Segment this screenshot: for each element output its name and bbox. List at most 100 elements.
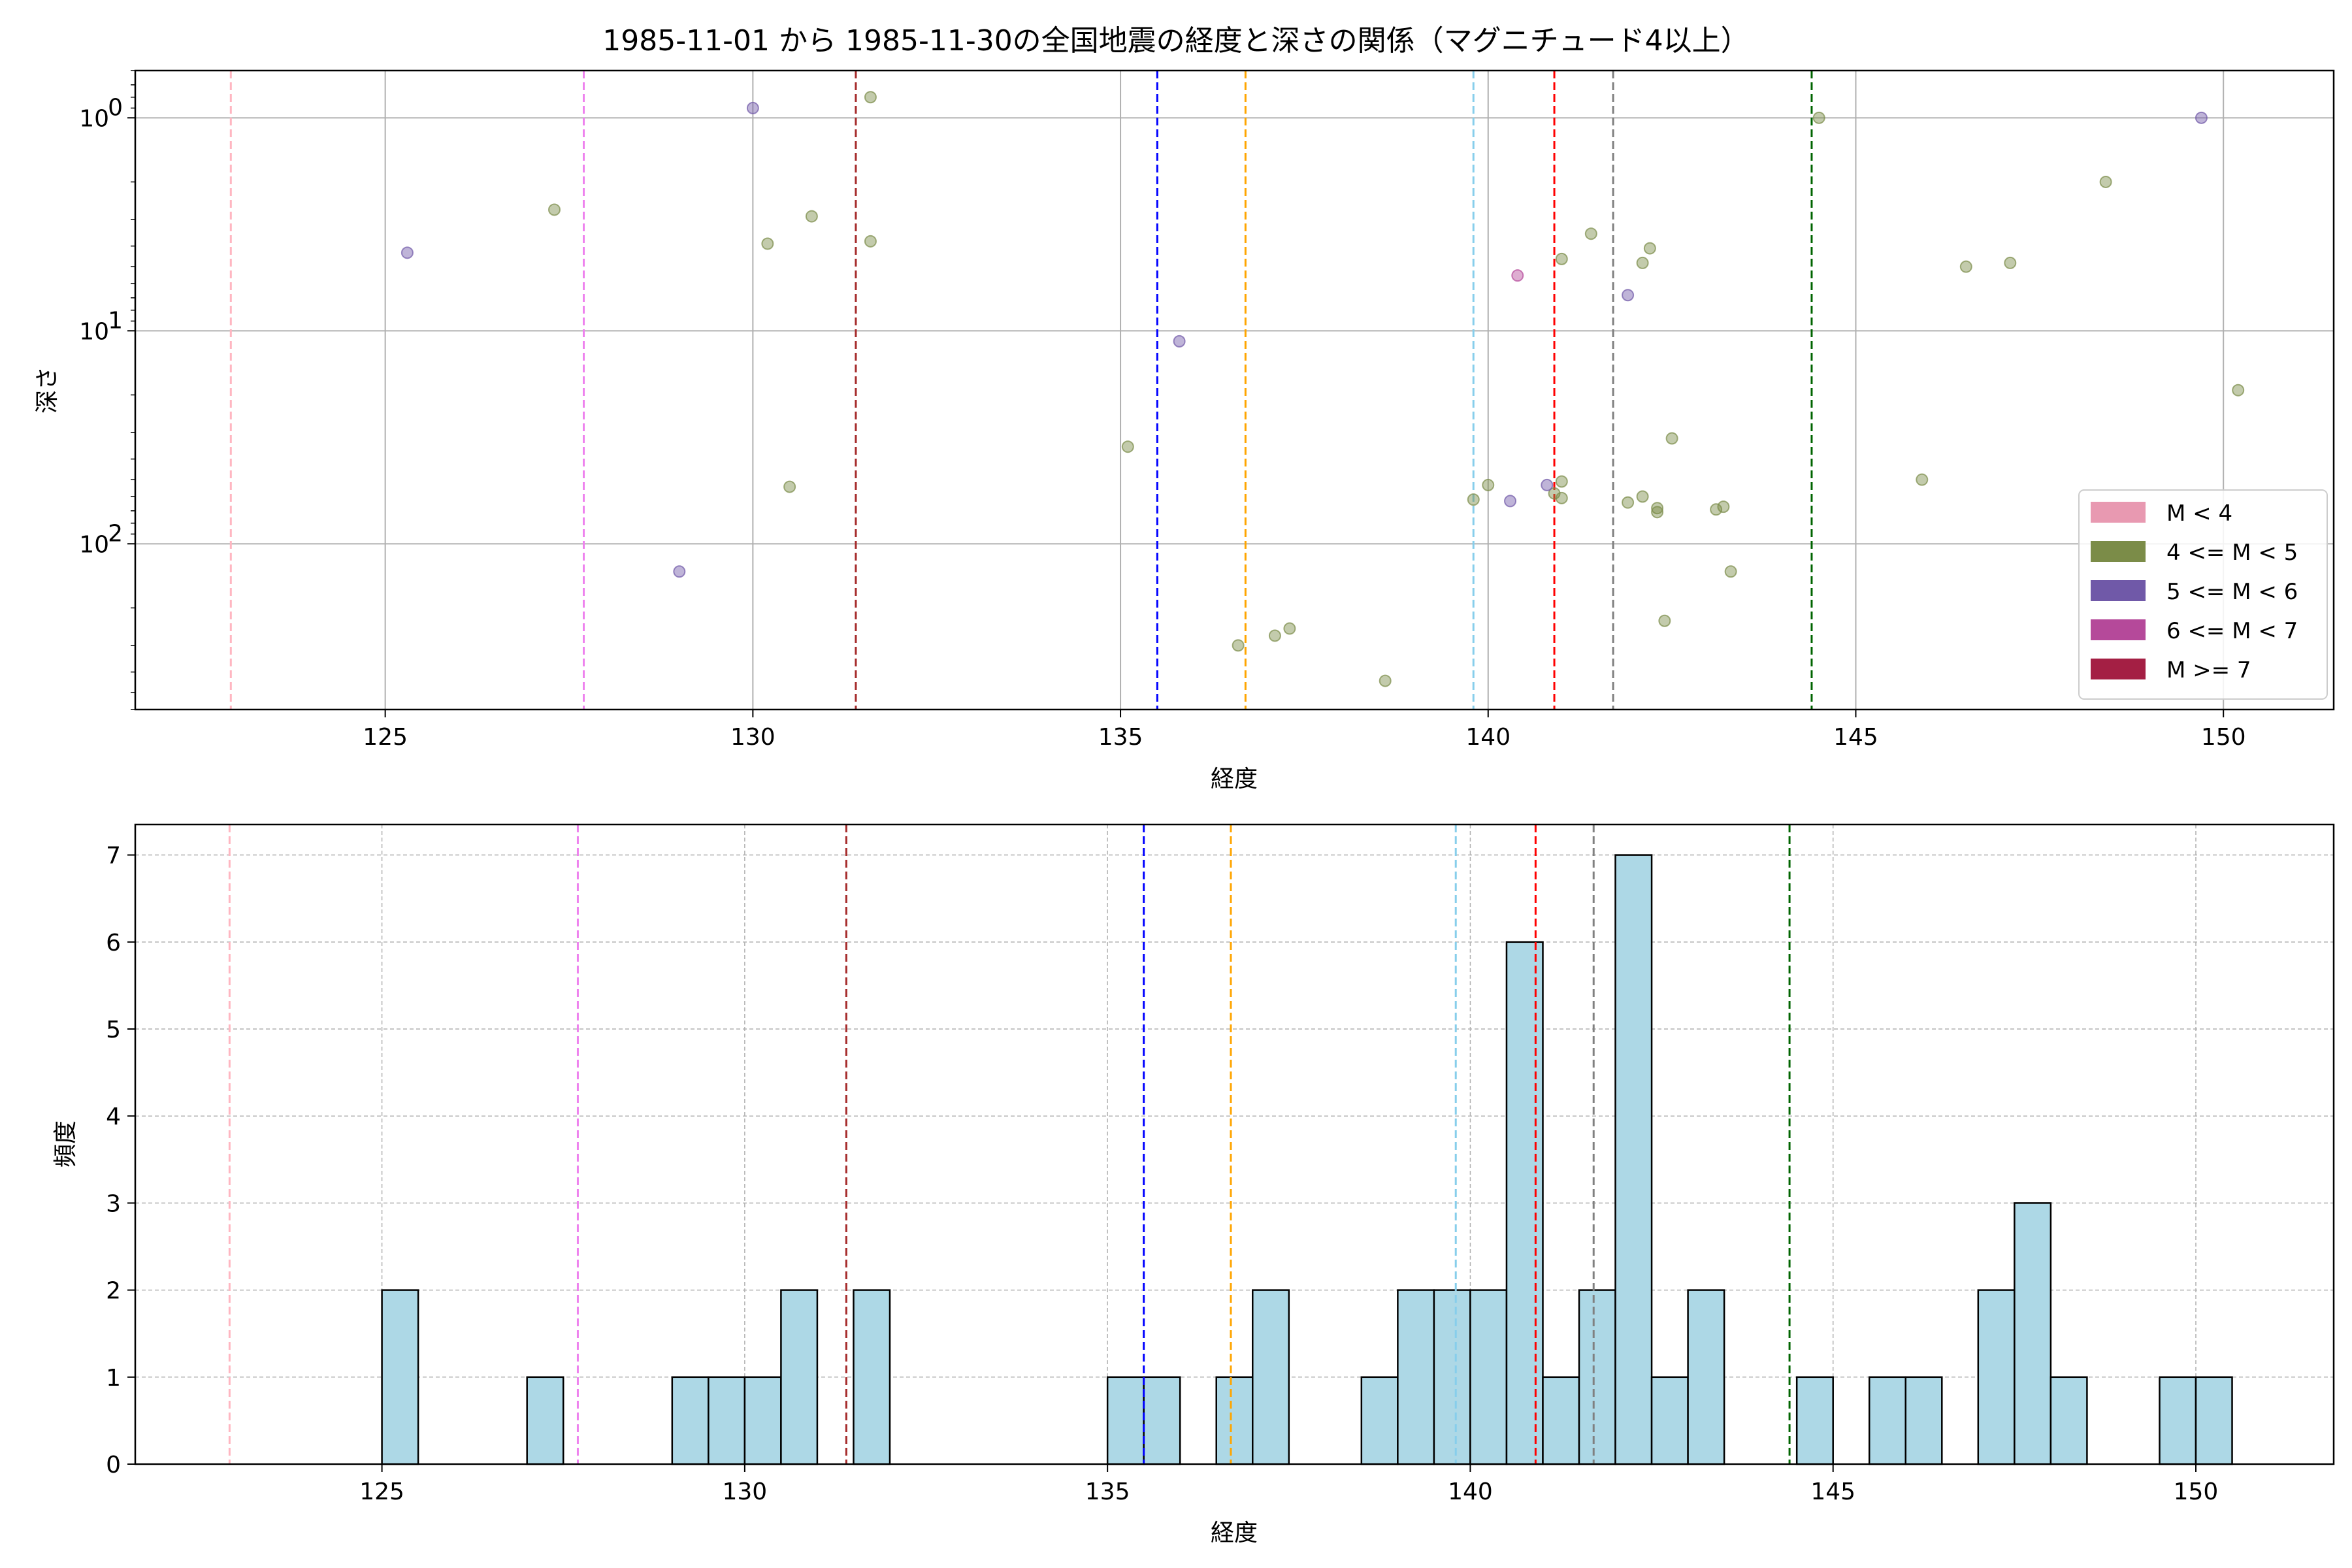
histogram-bar [1469,1289,1508,1465]
histogram-bar [1360,1376,1399,1465]
scatter-x-tick-label: 125 [363,724,408,751]
histogram-x-tick-label: 125 [359,1478,404,1505]
chart-title: 1985-11-01 から 1985-11-30の全国地震の経度と深さの関係（マ… [602,24,1749,57]
histogram-y-tick-label: 1 [106,1365,121,1392]
histogram-bar [1977,1289,2016,1465]
histogram-y-tick-label: 5 [106,1017,121,1043]
scatter-point [746,101,759,114]
scatter-panel: 1985-11-01 から 1985-11-30の全国地震の経度と深さの関係（マ… [34,24,2335,792]
histogram-bar [1614,854,1653,1465]
scatter-point [1812,111,1825,124]
histogram-bar [1252,1289,1290,1465]
histogram-bar [1106,1376,1145,1465]
histogram-x-tick-label: 140 [1448,1478,1493,1505]
scatter-y-tick-exponent: 2 [108,520,123,547]
histogram-y-tick-label: 2 [106,1278,121,1305]
scatter-grid [135,71,2334,710]
scatter-point [864,91,877,104]
scatter-point [1717,500,1730,514]
scatter-point [2004,256,2017,269]
legend: M < 4 4 <= M < 5 5 <= M < 6 6 <= M < 7 M >= … [2078,489,2328,700]
histogram-reference-lines [228,825,1791,1464]
histogram-bar [1397,1289,1435,1465]
legend-label: 5 <= M < 6 [2166,579,2298,605]
histogram-bar [1215,1376,1254,1465]
scatter-point [1584,227,1597,240]
scatter-point [1724,565,1737,578]
histogram-bar [1868,1376,1907,1465]
scatter-point [864,235,877,248]
histogram-y-tick-label: 0 [106,1452,121,1478]
histogram-x-tick-label: 135 [1085,1478,1130,1505]
histogram-y-tick-label: 7 [106,843,121,870]
histogram-y-ticks: 0 1 2 3 4 5 6 7 [106,843,135,1478]
legend-label: 6 <= M < 7 [2166,618,2298,644]
histogram-bar [2050,1376,2088,1465]
legend-label: M >= 7 [2166,657,2251,683]
histogram-bar [1650,1376,1689,1465]
scatter-point [673,565,686,578]
scatter-point [1622,289,1635,302]
scatter-point [400,246,414,259]
histogram-panel: 125 130 135 140 145 150 0 1 2 3 4 5 6 7 経度 頻度 [52,823,2335,1546]
scatter-point [1232,639,1245,652]
scatter-point [2099,175,2112,188]
scatter-point [783,480,796,493]
histogram-bar [526,1376,564,1465]
scatter-point [1555,252,1568,265]
scatter-point [1268,629,1281,642]
scatter-y-tick-label: 10 [79,531,109,558]
scatter-point [1651,502,1664,515]
histogram-bar [671,1376,710,1465]
scatter-plot-frame [134,69,2335,711]
scatter-point [1643,242,1656,255]
histogram-bar [1433,1289,1471,1465]
scatter-x-tick-label: 145 [1833,724,1878,751]
scatter-x-axis-label: 経度 [1211,766,1258,792]
legend-swatch [2091,659,2146,679]
histogram-x-tick-label: 150 [2174,1478,2219,1505]
histogram-bar [2195,1376,2233,1465]
legend-swatch [2091,619,2146,640]
histogram-bar [743,1376,782,1465]
scatter-y-tick-label: 10 [79,318,109,345]
scatter-point [1916,473,1929,486]
scatter-point [1636,490,1649,503]
histogram-y-tick-label: 4 [106,1103,121,1130]
scatter-points [400,91,2245,687]
scatter-point [1710,503,1723,516]
legend-swatch [2091,541,2146,562]
scatter-x-ticks: 125 130 135 140 145 150 [363,710,2246,751]
histogram-bars [381,854,2233,1465]
histogram-bar [381,1289,419,1465]
scatter-x-tick-label: 140 [1465,724,1511,751]
histogram-bar [780,1289,819,1465]
scatter-y-tick-label: 10 [79,105,109,132]
scatter-point [1467,493,1480,506]
scatter-point [1959,260,1972,273]
scatter-point [1651,506,1664,519]
scatter-point [1555,491,1568,504]
legend-label: 4 <= M < 5 [2166,540,2298,566]
scatter-point [1541,478,1554,491]
scatter-point [1636,256,1649,269]
histogram-y-tick-label: 6 [106,930,121,956]
legend-label: M < 4 [2166,500,2232,527]
scatter-point [1665,432,1678,445]
histogram-bar [708,1376,746,1465]
histogram-bar [2014,1202,2052,1465]
histogram-bar [1143,1376,1181,1465]
legend-swatch [2091,502,2146,523]
histogram-y-tick-label: 3 [106,1190,121,1217]
histogram-y-axis-label: 頻度 [52,1120,79,1168]
scatter-y-tick-exponent: 0 [108,94,123,121]
scatter-point [1504,495,1517,508]
scatter-point [547,203,561,216]
scatter-x-tick-label: 130 [730,724,776,751]
scatter-point [1482,478,1495,491]
histogram-bar [1505,941,1544,1465]
scatter-point [1121,440,1134,453]
histogram-bar [1795,1376,1834,1465]
scatter-x-tick-label: 135 [1098,724,1143,751]
